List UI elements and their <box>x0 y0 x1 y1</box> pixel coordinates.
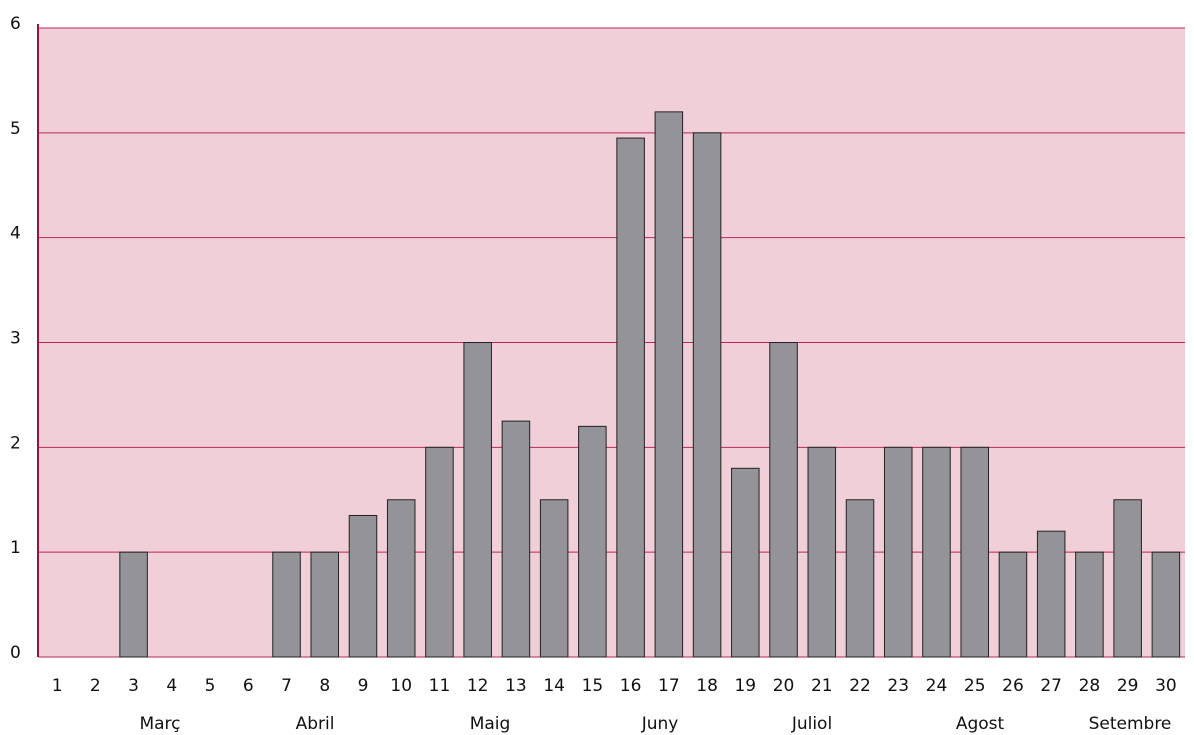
x-tick-label: 8 <box>319 676 330 696</box>
bar <box>845 499 875 658</box>
bar <box>539 499 569 658</box>
month-label: Setembre <box>1089 714 1172 734</box>
x-tick-label: 11 <box>429 676 451 696</box>
bar <box>922 446 951 658</box>
bar <box>272 551 301 658</box>
bar <box>807 446 837 658</box>
month-label: Juliol <box>791 714 832 734</box>
y-tick-label: 2 <box>10 433 21 453</box>
x-tick-label: 23 <box>887 676 909 696</box>
month-label: Maig <box>470 714 511 734</box>
x-tick-label: 5 <box>205 676 216 696</box>
x-tick-label: 27 <box>1040 676 1062 696</box>
x-tick-label: 25 <box>964 676 986 696</box>
x-tick-label: 20 <box>773 676 795 696</box>
bar <box>1113 499 1142 658</box>
bar <box>692 132 722 658</box>
x-tick-label: 16 <box>620 676 642 696</box>
x-tick-label: 26 <box>1002 676 1024 696</box>
bar <box>998 551 1028 658</box>
bar <box>348 514 378 658</box>
x-tick-label: 7 <box>281 676 292 696</box>
bar <box>501 420 531 658</box>
x-tick-label: 13 <box>505 676 527 696</box>
bar <box>386 499 416 658</box>
x-tick-label: 6 <box>243 676 254 696</box>
month-label: Juny <box>641 714 679 734</box>
x-tick-label: 21 <box>811 676 833 696</box>
bar <box>1075 551 1104 658</box>
bar <box>769 342 798 658</box>
bar <box>463 342 492 658</box>
x-tick-label: 30 <box>1155 676 1177 696</box>
bar <box>654 111 684 658</box>
x-tick-label: 3 <box>128 676 139 696</box>
bar <box>616 137 645 658</box>
x-tick-label: 22 <box>849 676 871 696</box>
x-tick-label: 10 <box>390 676 412 696</box>
y-tick-label: 3 <box>10 329 21 349</box>
bar <box>731 467 760 658</box>
x-tick-label: 1 <box>52 676 63 696</box>
y-tick-label: 4 <box>10 224 21 244</box>
bar <box>119 551 148 658</box>
x-tick-label: 9 <box>358 676 369 696</box>
x-tick-label: 24 <box>926 676 948 696</box>
bar <box>1151 551 1181 658</box>
y-tick-label: 1 <box>10 538 21 558</box>
bar <box>578 425 607 658</box>
bar <box>960 446 989 658</box>
bar <box>425 446 454 658</box>
x-tick-label: 29 <box>1117 676 1139 696</box>
x-tick-label: 19 <box>734 676 756 696</box>
y-tick-label: 0 <box>10 643 21 663</box>
x-tick-label: 12 <box>467 676 489 696</box>
x-tick-label: 28 <box>1079 676 1101 696</box>
month-label: Abril <box>296 714 335 734</box>
x-tick-label: 17 <box>658 676 680 696</box>
x-tick-label: 14 <box>543 676 565 696</box>
x-tick-label: 4 <box>166 676 177 696</box>
bar <box>310 551 340 658</box>
month-label: Març <box>139 714 180 734</box>
x-tick-label: 2 <box>90 676 101 696</box>
bar <box>1036 530 1066 658</box>
x-tick-label: 15 <box>582 676 604 696</box>
y-tick-label: 6 <box>10 14 21 34</box>
month-label: Agost <box>956 714 1005 734</box>
bar <box>883 446 913 658</box>
x-tick-label: 18 <box>696 676 718 696</box>
y-tick-label: 5 <box>10 119 21 139</box>
